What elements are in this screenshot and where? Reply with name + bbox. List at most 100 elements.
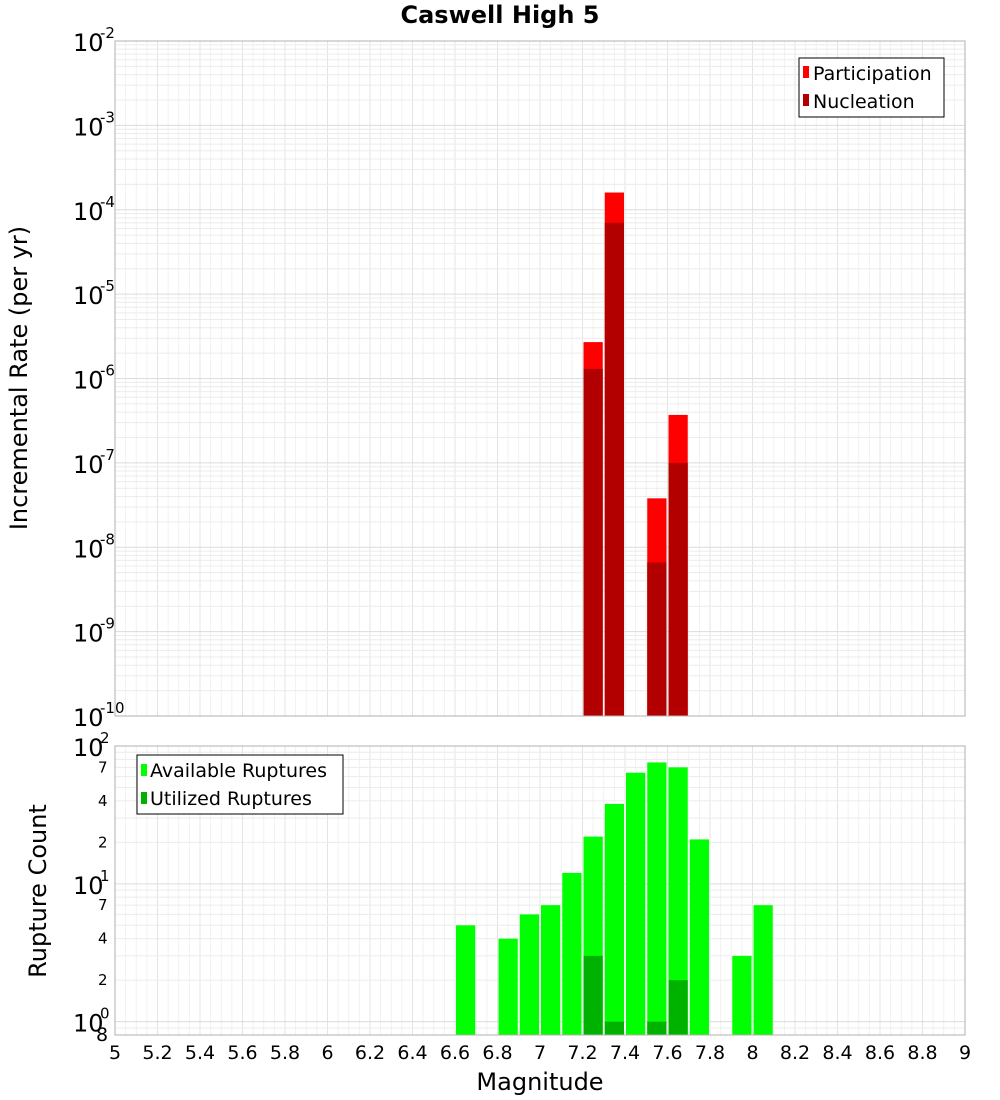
bar-available-ruptures [498, 938, 518, 1035]
y-tick-label: 10-3 [73, 108, 115, 141]
x-tick-label: 7.4 [610, 1042, 640, 1064]
bar-utilized-ruptures [583, 955, 603, 1035]
y-tick-label: 10-5 [73, 277, 115, 310]
top-legend-box [798, 57, 945, 118]
legend-swatch-available-ruptures [141, 764, 147, 776]
bar-available-ruptures [519, 914, 539, 1035]
x-tick-label: 9 [959, 1042, 971, 1064]
x-tick-label: 8 [746, 1042, 758, 1064]
x-tick-label: 7 [534, 1042, 546, 1064]
tick-base: 10 [73, 535, 104, 563]
y-tick-label: 10-2 [73, 24, 115, 57]
legend-label-nucleation: Nucleation [813, 91, 915, 113]
y-tick-label: 10-4 [73, 193, 115, 226]
x-tick-label: 7.6 [652, 1042, 682, 1064]
bar-available-ruptures [689, 839, 709, 1035]
x-tick-label: 8.4 [822, 1042, 852, 1064]
tick-base: 10 [73, 29, 104, 57]
top-panel-y-ticks: 10-210-310-410-510-610-710-810-910-10 [73, 24, 125, 732]
y-tick-label: 10-10 [73, 699, 125, 732]
tick-base: 10 [73, 451, 104, 479]
bar-available-ruptures [456, 925, 476, 1035]
bottom-legend: Available Ruptures Utilized Ruptures [136, 754, 344, 815]
y-minor-tick-label: 7 [98, 896, 108, 914]
y-minor-tick-label: 2 [98, 971, 108, 989]
bar-nucleation [668, 462, 688, 716]
bar-available-ruptures [668, 767, 688, 1035]
y-minor-tick-label: 4 [98, 792, 108, 810]
x-tick-label: 6.2 [355, 1042, 385, 1064]
tick-base: 10 [73, 734, 104, 762]
y-minor-tick-label: 4 [98, 930, 108, 948]
y-minor-tick-label: 7 [98, 758, 108, 776]
bottom-legend-box [136, 754, 344, 815]
x-tick-label: 6.6 [440, 1042, 470, 1064]
x-tick-label: 8.6 [865, 1042, 895, 1064]
bar-utilized-ruptures [668, 980, 688, 1035]
legend-swatch-nucleation [803, 94, 809, 106]
tick-exponent: -3 [100, 108, 115, 126]
bottom-y-axis-label: Rupture Count [24, 804, 52, 978]
bottom-panel-frame [114, 745, 966, 1036]
x-tick-label: 5.4 [185, 1042, 215, 1064]
x-tick-label: 6.4 [397, 1042, 427, 1064]
y-tick-label: 101 [73, 867, 110, 900]
bar-utilized-ruptures [647, 1021, 667, 1035]
y-tick-label: 10-7 [73, 446, 115, 479]
bar-available-ruptures [626, 772, 646, 1035]
tick-exponent: -6 [100, 362, 115, 380]
x-tick-label: 6.8 [482, 1042, 512, 1064]
x-tick-label: 7.2 [567, 1042, 597, 1064]
x-tick-label: 5 [109, 1042, 121, 1064]
bar-available-ruptures [604, 803, 624, 1035]
tick-exponent: -8 [100, 530, 115, 548]
x-tick-label: 5.2 [142, 1042, 172, 1064]
tick-base: 10 [73, 367, 104, 395]
x-tick-label: 6 [321, 1042, 333, 1064]
top-panel-bars [583, 192, 688, 717]
x-tick-label: 7.8 [695, 1042, 725, 1064]
y-tick-label: 102 [73, 729, 110, 762]
tick-exponent: 0 [100, 1005, 110, 1023]
y-tick-label: 100 [73, 1005, 110, 1038]
tick-exponent: -2 [100, 24, 115, 42]
y-tick-label: 10-6 [73, 362, 115, 395]
bar-nucleation [583, 368, 603, 716]
legend-label-participation: Participation [813, 63, 932, 85]
tick-base: 10 [73, 113, 104, 141]
x-tick-label: 8.8 [907, 1042, 937, 1064]
bar-available-ruptures [541, 905, 561, 1035]
top-panel-grid [114, 41, 966, 717]
tick-exponent: -4 [100, 193, 115, 211]
top-panel-frame [114, 40, 966, 717]
legend-label-utilized-ruptures: Utilized Ruptures [150, 788, 312, 810]
tick-exponent: -10 [100, 699, 125, 717]
bar-utilized-ruptures [604, 1021, 624, 1035]
x-tick-label: 5.8 [270, 1042, 300, 1064]
tick-base: 10 [73, 620, 104, 648]
tick-base: 10 [73, 1010, 104, 1038]
y-tick-label: 10-8 [73, 530, 115, 563]
bar-available-ruptures [647, 762, 667, 1035]
legend-swatch-utilized-ruptures [141, 792, 147, 804]
tick-base: 10 [73, 704, 104, 732]
tick-base: 10 [73, 198, 104, 226]
y-tick-label: 10-9 [73, 615, 115, 648]
tick-exponent: 1 [100, 867, 110, 885]
bar-available-ruptures [732, 955, 752, 1035]
bar-available-ruptures [753, 905, 773, 1035]
chart-title: Caswell High 5 [401, 1, 600, 29]
legend-label-available-ruptures: Available Ruptures [150, 760, 327, 782]
tick-base: 10 [73, 282, 104, 310]
legend-swatch-participation [803, 66, 809, 78]
tick-exponent: 2 [100, 729, 110, 747]
x-tick-label: 5.6 [227, 1042, 257, 1064]
tick-base: 10 [73, 872, 104, 900]
x-tick-label: 8.2 [780, 1042, 810, 1064]
y-minor-tick-label: 2 [98, 833, 108, 851]
x-axis-label: Magnitude [476, 1068, 603, 1096]
tick-exponent: -9 [100, 615, 115, 633]
top-y-axis-label: Incremental Rate (per yr) [5, 226, 33, 530]
